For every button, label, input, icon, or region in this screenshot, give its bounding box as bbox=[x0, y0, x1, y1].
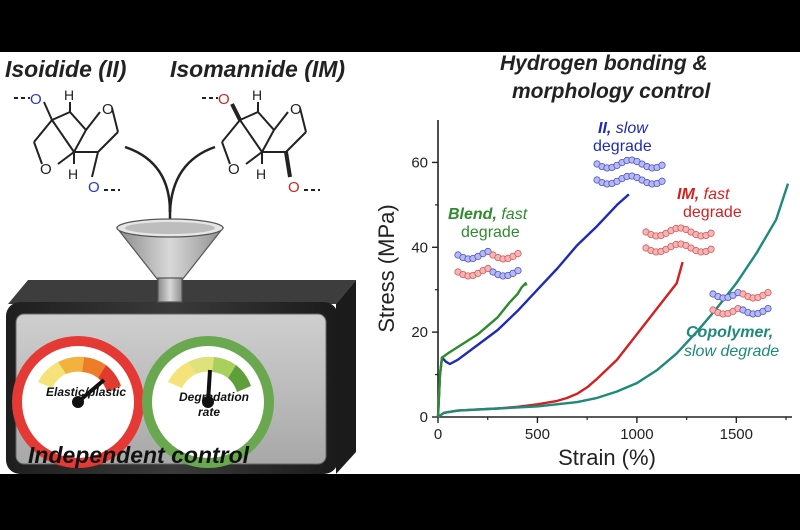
left-illustration: O O O O H H O O O O H bbox=[6, 87, 356, 474]
svg-text:O: O bbox=[228, 161, 240, 178]
stress-strain-chart: 0 500 1000 1500 0 20 40 60 Strain (%) Stress (MPa… bbox=[374, 120, 792, 470]
series-line-im bbox=[437, 261, 684, 418]
svg-text:O: O bbox=[88, 179, 100, 196]
atom-h: H bbox=[64, 87, 74, 103]
annotation-blend-line2: degrade bbox=[461, 224, 520, 241]
annotation-blend-bold: Blend, bbox=[448, 206, 497, 223]
annotation-im-bold: IM, bbox=[677, 186, 700, 203]
isomannide-structure bbox=[202, 97, 320, 191]
annotation-ii: II, slow bbox=[598, 120, 648, 138]
x-tick-label: 1500 bbox=[720, 426, 753, 443]
isoidide-label: Isoidide (II) bbox=[5, 56, 127, 82]
annotation-im: IM, fast bbox=[677, 186, 729, 204]
annotation-ii-rest1: slow bbox=[615, 120, 648, 137]
elastic-plastic-gauge bbox=[12, 336, 144, 468]
heading-line-1: Hydrogen bonding & bbox=[500, 52, 708, 75]
y-tick-label: 40 bbox=[411, 239, 428, 256]
elastic-plastic-label: Elastic/plastic bbox=[46, 385, 127, 399]
x-axis-label: Strain (%) bbox=[558, 445, 656, 470]
svg-text:H: H bbox=[252, 87, 262, 103]
svg-text:O: O bbox=[288, 179, 300, 196]
series-line-ii bbox=[436, 193, 630, 418]
svg-text:O: O bbox=[218, 91, 230, 108]
annotation-im-line2: degrade bbox=[683, 204, 742, 221]
funnel-icon bbox=[115, 218, 225, 303]
isomannide-label: Isomannide (IM) bbox=[170, 56, 346, 82]
annotation-copolymer: Copolymer, bbox=[686, 324, 774, 341]
annotation-ii-bold: II, bbox=[598, 120, 612, 137]
annotation-im-rest1: fast bbox=[703, 186, 730, 203]
figure-panel: Isoidide (II) Isomannide (IM) bbox=[0, 52, 800, 474]
series-line-blend bbox=[436, 282, 528, 418]
degradation-rate-gauge bbox=[142, 336, 274, 468]
y-tick-label: 60 bbox=[411, 154, 428, 171]
series-line-copolymer bbox=[437, 183, 790, 418]
svg-text:O: O bbox=[40, 161, 52, 178]
x-tick-label: 0 bbox=[434, 426, 442, 443]
annotation-blend: Blend, fast bbox=[448, 206, 527, 224]
annotation-copolymer-line2: slow degrade bbox=[684, 343, 780, 360]
x-tick-label: 1000 bbox=[620, 426, 653, 443]
y-tick-label: 20 bbox=[411, 324, 428, 341]
svg-text:O: O bbox=[290, 101, 302, 118]
svg-text:H: H bbox=[68, 166, 78, 182]
degradation-rate-label: Degradation rate bbox=[179, 390, 250, 419]
y-tick-label: 0 bbox=[420, 409, 428, 426]
svg-text:O: O bbox=[102, 101, 114, 118]
svg-text:H: H bbox=[256, 166, 266, 182]
y-axis-label: Stress (MPa) bbox=[374, 204, 399, 332]
annotation-ii-line2: degrade bbox=[593, 138, 652, 155]
atom-o: O bbox=[30, 91, 42, 108]
independent-control-label: Independent control bbox=[28, 442, 250, 468]
annotation-blend-rest1: fast bbox=[501, 206, 528, 223]
isoidide-structure bbox=[14, 97, 120, 191]
x-tick-label: 500 bbox=[525, 426, 550, 443]
heading-line-2: morphology control bbox=[512, 80, 711, 103]
merge-arrow bbox=[124, 145, 216, 230]
